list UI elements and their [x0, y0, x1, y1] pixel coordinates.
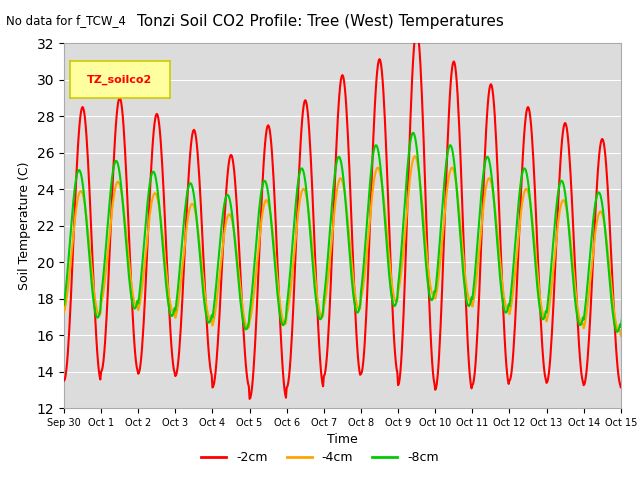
Text: No data for f_TCW_4: No data for f_TCW_4	[6, 14, 126, 27]
X-axis label: Time: Time	[327, 433, 358, 446]
Legend: -2cm, -4cm, -8cm: -2cm, -4cm, -8cm	[196, 446, 444, 469]
Text: Tonzi Soil CO2 Profile: Tree (West) Temperatures: Tonzi Soil CO2 Profile: Tree (West) Temp…	[136, 14, 504, 29]
Y-axis label: Soil Temperature (C): Soil Temperature (C)	[18, 161, 31, 290]
